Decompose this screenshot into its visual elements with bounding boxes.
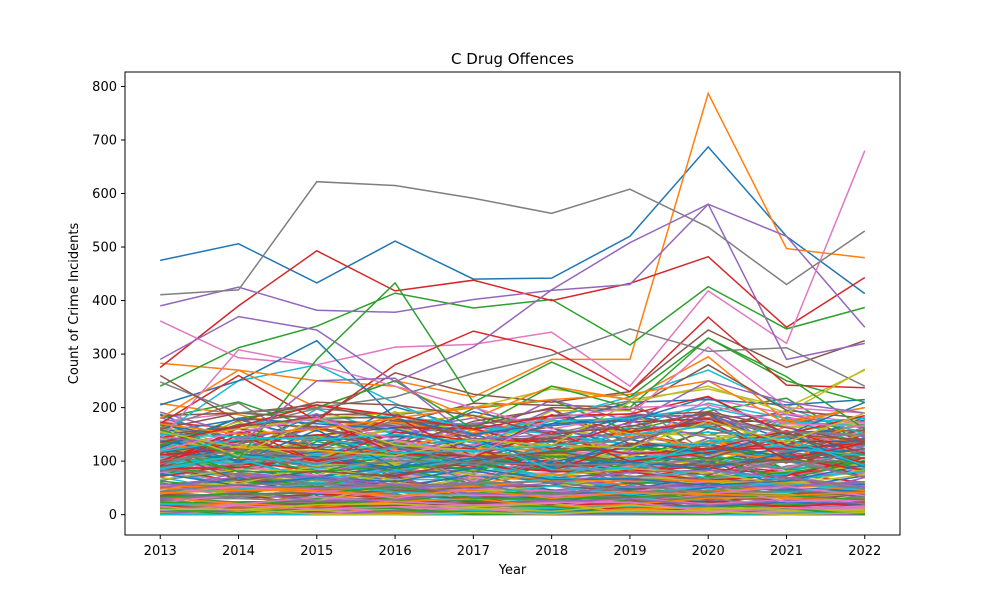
- background-series-line: [160, 508, 865, 516]
- series-line-4: [159, 249, 866, 369]
- y-tick-label: 500: [92, 241, 117, 256]
- series-line-7: [159, 150, 866, 388]
- y-tick-label: 100: [92, 455, 117, 470]
- background-series-line: [160, 496, 865, 508]
- y-tick-label: 800: [92, 80, 117, 95]
- background-series-line: [160, 477, 865, 493]
- background-series-line: [160, 501, 865, 513]
- x-tick-label: 2016: [379, 544, 412, 559]
- x-tick-label: 2019: [613, 544, 646, 559]
- series-line-3: [159, 285, 865, 387]
- series-line-5: [160, 203, 866, 328]
- series-line-1: [160, 145, 866, 295]
- y-tick-label: 200: [92, 401, 117, 416]
- background-series-line: [160, 491, 865, 504]
- background-series-line: [160, 485, 865, 497]
- background-series-line: [160, 491, 865, 507]
- background-series-line: [160, 411, 865, 444]
- chart-title: C Drug Offences: [451, 50, 574, 68]
- background-series-line: [160, 485, 865, 501]
- y-axis-label: Count of Crime Incidents: [67, 223, 82, 385]
- background-series-line: [160, 463, 865, 487]
- background-series-line: [160, 447, 865, 484]
- y-axis: 0 100 200 300 400 500 600 700 800: [92, 80, 125, 523]
- series-line-27: [160, 404, 865, 457]
- series-line-2: [160, 91, 865, 409]
- series-line-26: [159, 374, 865, 441]
- series-line-24: [160, 395, 865, 444]
- x-tick-label: 2020: [692, 544, 725, 559]
- background-series-line: [160, 472, 865, 494]
- background-series-line: [160, 456, 865, 481]
- series-line-14: [159, 316, 865, 425]
- series-line-30: [160, 425, 865, 457]
- background-series-line: [160, 449, 865, 471]
- y-tick-label: 400: [92, 294, 117, 309]
- y-tick-label: 600: [92, 187, 117, 202]
- series-line-23: [159, 281, 866, 460]
- series-line-22: [160, 380, 865, 436]
- series-line-28: [160, 422, 865, 467]
- plot-area-frame: [124, 71, 901, 536]
- x-tick-label: 2022: [848, 544, 881, 559]
- series-line-18: [159, 328, 866, 414]
- background-series-line: [160, 437, 866, 471]
- series-line-17: [159, 346, 865, 441]
- series-line-15: [159, 203, 865, 383]
- series-line-12: [159, 355, 865, 422]
- x-tick-label: 2015: [300, 544, 333, 559]
- background-series-line: [160, 437, 865, 470]
- x-tick-label: 2021: [770, 544, 803, 559]
- series-line-8: [160, 180, 866, 296]
- background-series-line: [159, 429, 866, 469]
- x-tick-label: 2017: [457, 544, 490, 559]
- y-tick-label: 700: [92, 133, 117, 148]
- x-axis-label: Year: [498, 563, 527, 578]
- series-line-9: [160, 369, 866, 441]
- background-series-line: [160, 464, 865, 487]
- background-series-line: [160, 489, 865, 500]
- x-tick-label: 2014: [222, 544, 255, 559]
- background-series-line: [160, 469, 865, 490]
- x-tick-label: 2013: [144, 544, 177, 559]
- y-tick-label: 300: [92, 348, 117, 363]
- series-line-29: [160, 412, 866, 457]
- y-tick-label: 0: [109, 508, 117, 523]
- x-axis: 2013 2014 2015 2016 2017 2018 2019 2020 2021 2022: [144, 535, 881, 559]
- series-lines: [159, 91, 866, 516]
- x-tick-label: 2018: [535, 544, 568, 559]
